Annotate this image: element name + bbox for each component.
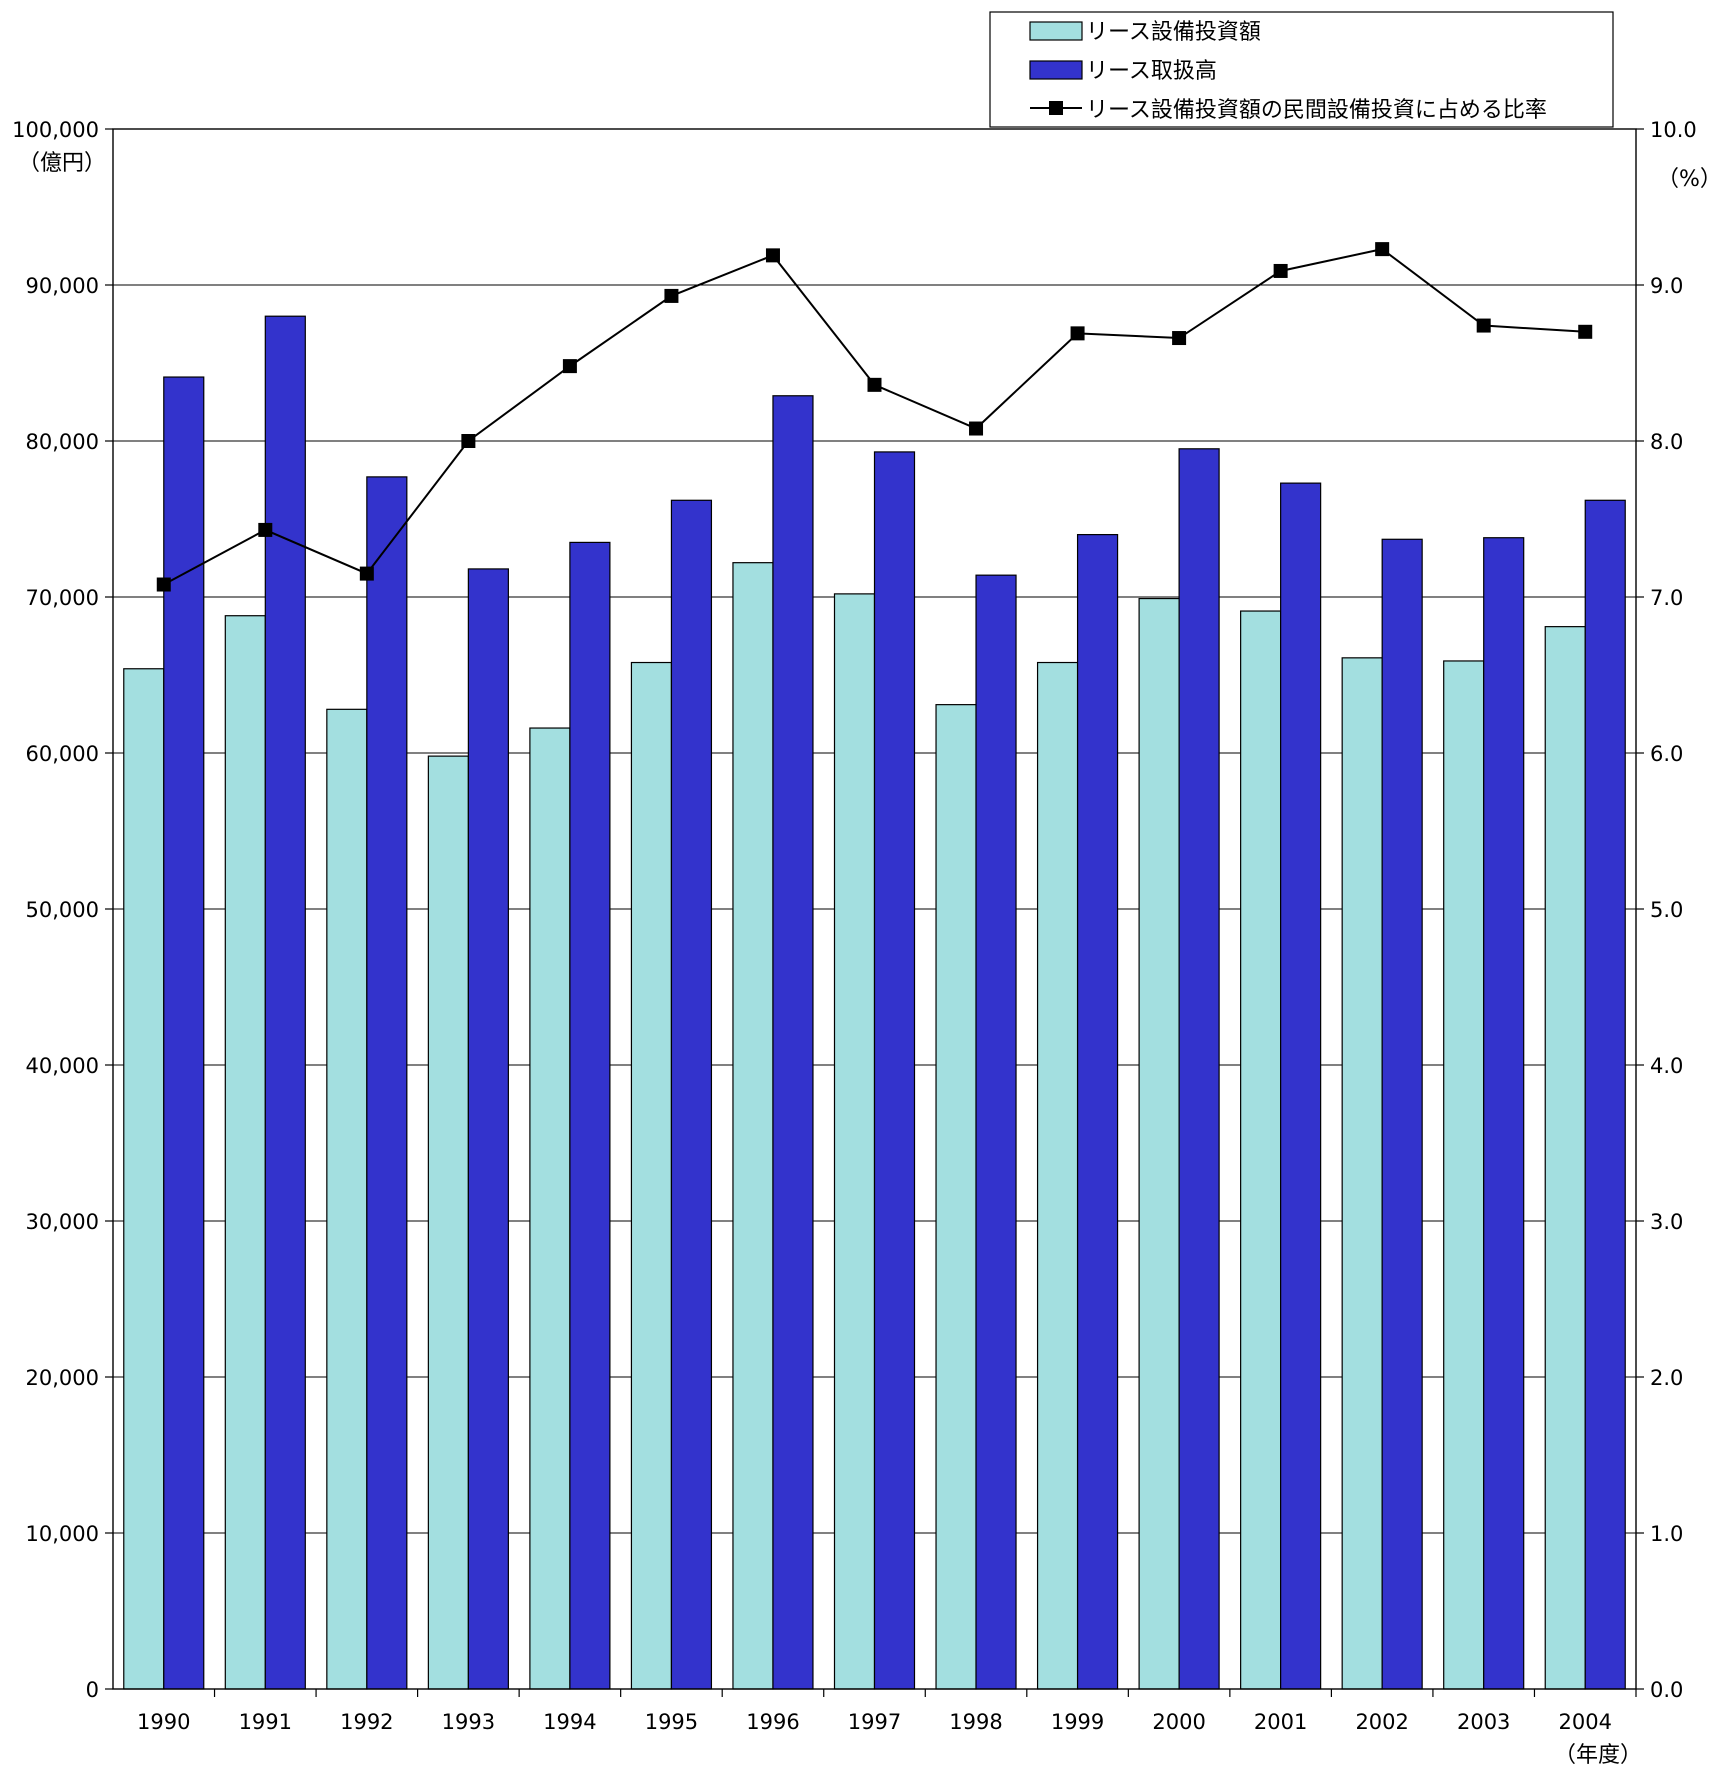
bar-lease-volume: [1381, 538, 1423, 1690]
bar-lease-volume: [467, 568, 509, 1690]
ratio-point: [867, 377, 882, 392]
legend-swatch-bar1: [1029, 21, 1083, 41]
x-tick-label: 2001: [1254, 1710, 1307, 1734]
plot-frame: [112, 128, 1637, 1690]
bar-lease-investment: [224, 615, 266, 1690]
x-tick-label: 1991: [239, 1710, 292, 1734]
left-axis-unit: （億円）: [18, 151, 106, 176]
ratio-point: [765, 248, 780, 263]
right-tick-label: 10.0: [1650, 118, 1697, 142]
legend-line-marker: [1049, 101, 1063, 115]
ratio-point: [156, 577, 171, 592]
axes: 0 0.0 10,000 1.0 20,000 2.0 30,000 3.0 40,000 4.0…: [12, 118, 1697, 1734]
ratio-point: [258, 522, 273, 537]
bar-lease-volume: [1076, 533, 1119, 1690]
bar-lease-volume: [772, 395, 814, 1690]
left-tick-label: 0: [86, 1678, 99, 1702]
x-tick-label: 1990: [137, 1710, 190, 1734]
right-tick-label: 4.0: [1650, 1054, 1683, 1078]
x-tick-label: 2002: [1355, 1710, 1408, 1734]
bar-lease-investment: [732, 562, 774, 1690]
bar-lease-volume: [264, 315, 306, 1690]
left-tick-label: 90,000: [26, 274, 99, 298]
left-tick-label: 60,000: [26, 742, 99, 766]
left-tick-label: 40,000: [26, 1054, 99, 1078]
bar-lease-investment: [1341, 657, 1383, 1690]
ratio-point: [359, 566, 374, 581]
x-tick-label: 1997: [848, 1710, 901, 1734]
ratio-point: [1375, 242, 1390, 257]
bar-lease-investment: [833, 593, 876, 1690]
x-tick-label: 1998: [949, 1710, 1002, 1734]
bar-lease-volume: [569, 541, 611, 1690]
x-tick-label: 1993: [442, 1710, 495, 1734]
left-tick-label: 80,000: [26, 430, 99, 454]
bar-lease-volume: [873, 451, 916, 1690]
left-tick-label: 70,000: [26, 586, 99, 610]
ratio-line: [156, 242, 1593, 592]
bar-lease-volume: [1178, 448, 1220, 1690]
bar-lease-investment: [935, 704, 977, 1690]
right-tick-label: 1.0: [1650, 1522, 1683, 1546]
right-tick-label: 2.0: [1650, 1366, 1683, 1390]
left-tick-label: 10,000: [26, 1522, 99, 1546]
bar-lease-investment: [326, 708, 368, 1690]
left-tick-label: 50,000: [26, 898, 99, 922]
bar-lease-volume: [670, 499, 713, 1690]
right-tick-label: 5.0: [1650, 898, 1683, 922]
bar-marks: [123, 315, 1626, 1690]
legend-swatch-bar2: [1029, 60, 1083, 80]
x-tick-label: 1992: [340, 1710, 393, 1734]
x-tick-label: 2000: [1152, 1710, 1205, 1734]
x-tick-label: 1996: [746, 1710, 799, 1734]
bar-lease-investment: [427, 755, 469, 1690]
legend-label-bar1: リース設備投資額: [1086, 20, 1261, 45]
bar-lease-investment: [630, 661, 673, 1690]
left-tick-label: 30,000: [26, 1210, 99, 1234]
bar-lease-volume: [1483, 537, 1525, 1690]
right-tick-label: 0.0: [1650, 1678, 1683, 1702]
right-tick-label: 9.0: [1650, 274, 1683, 298]
bar-lease-investment: [1544, 626, 1586, 1690]
right-tick-label: 7.0: [1650, 586, 1683, 610]
bar-lease-investment: [1138, 597, 1180, 1690]
bar-lease-investment: [529, 727, 571, 1690]
left-tick-label: 100,000: [12, 118, 99, 142]
right-tick-label: 3.0: [1650, 1210, 1683, 1234]
x-tick-label: 1999: [1051, 1710, 1104, 1734]
ratio-point: [664, 288, 679, 303]
left-tick-label: 20,000: [26, 1366, 99, 1390]
ratio-point: [1578, 324, 1593, 339]
bar-lease-investment: [1240, 610, 1282, 1690]
x-tick-label: 2003: [1457, 1710, 1510, 1734]
x-tick-label: 1994: [543, 1710, 596, 1734]
bar-lease-investment: [123, 668, 165, 1690]
ratio-point: [1476, 318, 1491, 333]
ratio-point: [1273, 263, 1288, 278]
legend-label-line: リース設備投資額の民間設備投資に占める比率: [1086, 98, 1547, 123]
bar-lease-investment: [1036, 661, 1079, 1690]
legend-label-bar2: リース取扱高: [1086, 59, 1217, 84]
right-tick-label: 8.0: [1650, 430, 1683, 454]
right-axis-unit: （%）: [1657, 167, 1720, 192]
legend-box: [989, 11, 1614, 128]
x-axis-unit: （年度）: [1554, 1743, 1642, 1767]
ratio-point: [1172, 331, 1187, 346]
bar-lease-volume: [366, 476, 408, 1690]
ratio-point: [1070, 326, 1085, 341]
bar-lease-volume: [1280, 482, 1322, 1690]
x-tick-label: 1995: [645, 1710, 698, 1734]
right-tick-label: 6.0: [1650, 742, 1683, 766]
bar-lease-volume: [163, 376, 205, 1690]
bar-lease-volume: [975, 574, 1017, 1690]
bar-lease-investment: [1443, 660, 1485, 1690]
x-tick-label: 2004: [1559, 1710, 1612, 1734]
ratio-point: [562, 359, 577, 374]
ratio-point: [461, 434, 476, 448]
legend: リース設備投資額 リース取扱高 リース設備投資額の民間設備投資に占める比率: [989, 11, 1614, 128]
bar-lease-volume: [1584, 499, 1626, 1690]
ratio-point: [969, 421, 984, 436]
